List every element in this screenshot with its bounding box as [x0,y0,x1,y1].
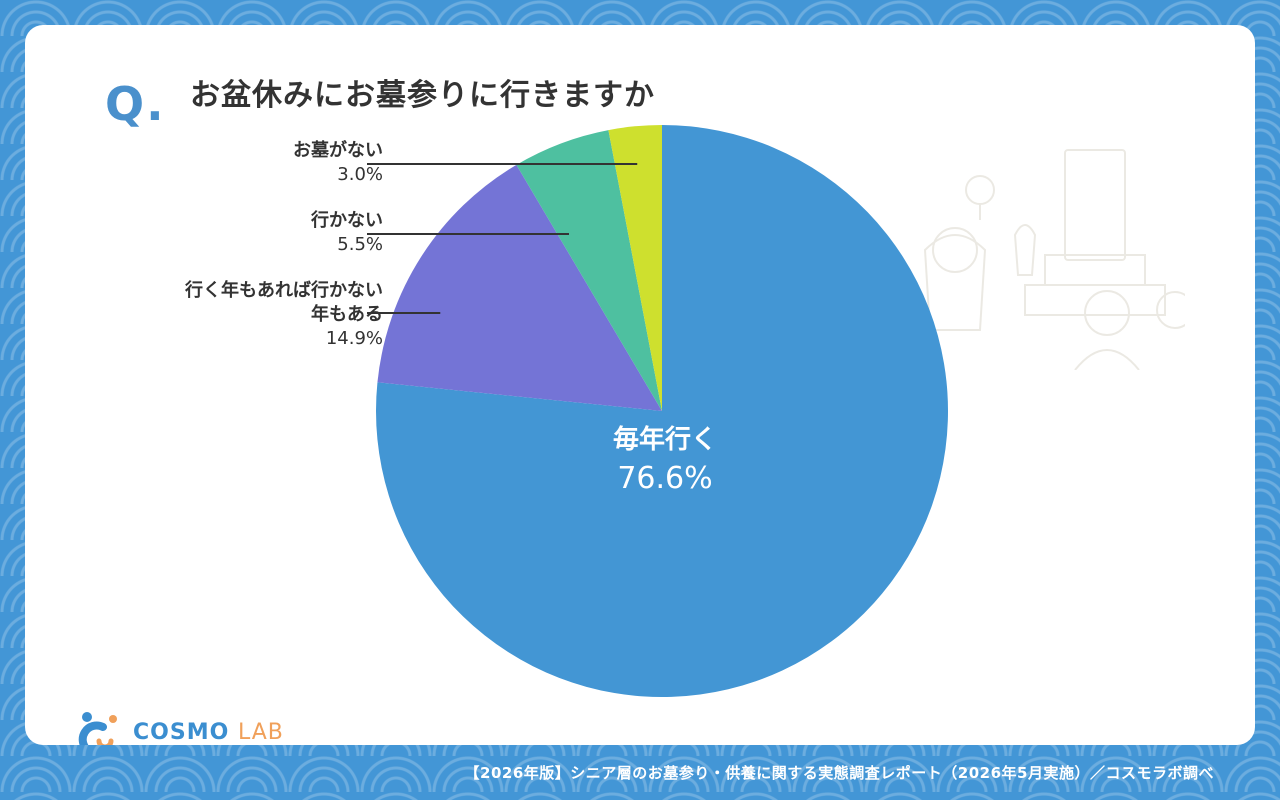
cosmo-lab-logo: COSMO LAB [73,709,284,745]
callout-no-grave: お墓がない 3.0% [293,139,383,187]
pie-slice-0 [375,125,948,698]
callout-no-grave-label: お墓がない [293,140,383,161]
chart-title: お盆休みにお墓参りに行きますか [190,78,655,113]
logo-brand: COSMO [133,719,230,745]
pie-slice-1 [377,164,662,411]
pie-slices [375,125,948,698]
label-every-year-value: 76.6% [617,461,713,496]
chart-card: Q. お盆休みにお墓参りに行きますか お墓がない 3.0% 行かない 5.5% … [25,25,1255,745]
pie-chart [367,125,948,698]
pie-slice-2 [516,130,662,411]
source-footer: 【2026年版】シニア層のお墓参り・供養に関する実態調査レポート（2026年5月… [464,764,1214,782]
callout-not-go-label: 行かない [311,210,383,231]
callout-some-years-label-2: 年もある [311,304,383,325]
grave-visit-illustration [923,149,1185,370]
leader-lines [367,163,638,314]
label-every-year-name: 毎年行く [612,425,717,455]
callout-some-years-label-1: 行く年もあれば行かない [185,280,383,301]
callout-not-go-value: 5.5% [337,234,383,255]
label-every-year: 毎年行く 76.6% [595,423,735,501]
question-mark: Q. [105,77,166,131]
callout-some-years: 行く年もあれば行かない 年もある 14.9% [185,279,383,351]
callout-some-years-value: 14.9% [325,328,383,349]
pie-slice-3 [608,125,662,411]
logo-suffix: LAB [237,719,284,745]
callout-not-go: 行かない 5.5% [311,209,383,257]
logo-text: COSMO LAB [133,720,284,745]
logo-mark-icon [78,712,117,745]
callout-no-grave-value: 3.0% [337,164,383,185]
